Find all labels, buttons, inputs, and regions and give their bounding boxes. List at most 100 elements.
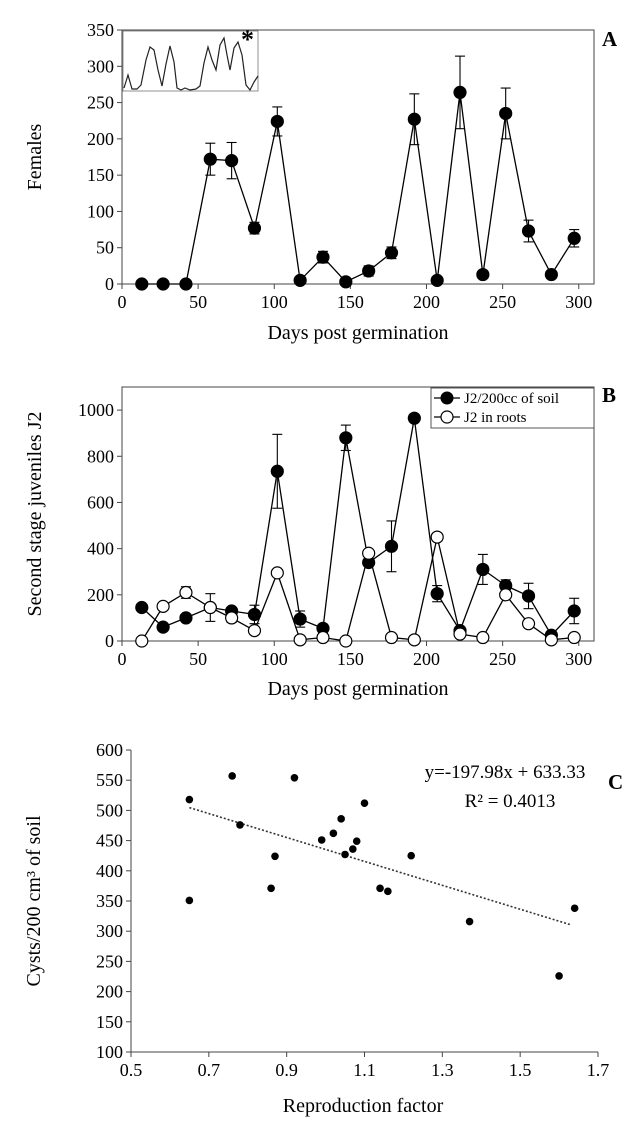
panel-b-series-open-point [430, 530, 444, 544]
panel-c-y-tick-label: 500 [96, 800, 123, 820]
panel-a-x-tick-label: 0 [118, 292, 127, 312]
panel-c-y-tick-label: 300 [96, 921, 123, 941]
panel-b-series-open-point [270, 566, 284, 580]
panel-b-plot-frame [121, 386, 595, 642]
panel-c-point [407, 851, 416, 860]
panel-b: 0 200 400 600 800 1000 0 50 100 150 200 250 300 J2/… [24, 383, 616, 700]
panel-b-series-open-point [225, 611, 239, 625]
panel-c-point [555, 972, 563, 980]
panel-b-series-filled-point [156, 620, 170, 634]
panel-a-y-tick-label: 0 [105, 274, 114, 294]
panel-c-x-tick-label: 0.9 [275, 1060, 298, 1080]
panel-a-series-filled-point [499, 106, 513, 121]
panel-b-x-tick-label: 100 [261, 649, 288, 669]
panel-a-series-filled-point [225, 154, 239, 168]
panel-c-x-tick-label: 1.7 [587, 1060, 610, 1080]
panel-a-plot-frame [121, 29, 595, 285]
panel-c-x-tick-label: 0.5 [120, 1060, 143, 1080]
panel-b-series-filled-point [384, 539, 399, 553]
panel-a-inset-annotation: * [241, 25, 254, 54]
panel-a-series-filled-point [316, 250, 330, 264]
panel-b-series-open-point [247, 624, 262, 638]
panel-a-y-tick-label: 250 [87, 93, 114, 113]
panel-a-x-axis-title: Days post germination [267, 322, 448, 344]
panel-a-y-axis-title: Females [24, 123, 46, 190]
panel-b-series-open-point [362, 546, 376, 560]
panel-b-y-tick-label: 200 [87, 585, 114, 605]
panel-a-series-filled-point [203, 152, 217, 166]
panel-c-point [185, 896, 194, 905]
panel-a: 0 50 100 150 200 250 300 350 0 50 100 150 200 250 300… [24, 20, 618, 344]
panel-b-series-open-point [499, 588, 513, 602]
panel-c-point [349, 845, 357, 853]
panel-c-point [185, 795, 194, 804]
panel-b-series-open-point [203, 600, 217, 615]
panel-b-series-filled-point [179, 611, 193, 625]
panel-c-point [228, 772, 236, 780]
panel-c-point [352, 837, 361, 846]
panel-b-series-open-point [156, 599, 170, 613]
panel-c-point [341, 850, 349, 859]
panel-b-plot-area [135, 411, 581, 648]
panel-b-series-open-point [544, 633, 558, 647]
panel-b-x-tick-label: 150 [337, 649, 364, 669]
panel-c-y-tick-label: 250 [96, 951, 123, 971]
panel-b-series-open-point [293, 633, 307, 647]
panel-c-plot-area [185, 772, 579, 980]
panel-b-series-open-point [521, 617, 536, 631]
panel-b-legend-label-roots: J2 in roots [464, 410, 527, 426]
panel-a-series-filled-point [567, 231, 581, 245]
panel-a-plot-area [135, 55, 581, 291]
panel-a-y-tick-label: 350 [87, 20, 114, 40]
panel-b-series-open-point [476, 630, 490, 645]
panel-c-point [329, 829, 338, 838]
panel-b-series-open-point [453, 627, 467, 641]
panel-a-inset-frame [122, 30, 259, 92]
panel-a-series-filled-point [179, 277, 193, 291]
panel-a-x-tick-label: 150 [337, 292, 364, 312]
panel-a-series-filled-point [476, 267, 490, 282]
panel-b-series-filled-point [521, 589, 536, 603]
panel-b-series-filled-point [270, 464, 284, 478]
panel-a-inset: * [122, 25, 259, 92]
panel-b-series-open-point [567, 630, 581, 645]
panel-b-y-ticks: 0 200 400 600 800 1000 [78, 400, 122, 651]
panel-b-letter: B [602, 383, 616, 407]
panel-c-y-tick-label: 350 [96, 891, 123, 911]
panel-c-point [384, 887, 392, 896]
panel-c-x-tick-label: 1.5 [509, 1060, 532, 1080]
panel-b-x-tick-label: 0 [118, 649, 127, 669]
panel-c-x-tick-label: 1.3 [431, 1060, 454, 1080]
panel-a-x-tick-label: 250 [489, 292, 516, 312]
panel-c-point [271, 852, 279, 861]
panel-b-series-filled-point [339, 431, 353, 445]
panel-c-y-tick-label: 100 [96, 1042, 123, 1062]
panel-b-legend-marker-roots [440, 410, 454, 424]
panel-b-legend: J2/200cc of soil J2 in roots [430, 387, 595, 429]
panel-b-series-open-point [135, 634, 149, 648]
panel-c-point [570, 904, 579, 913]
panel-a-series-filled-point [293, 273, 307, 287]
panel-a-series-filled-point [339, 275, 353, 289]
panel-a-y-tick-label: 300 [87, 56, 114, 76]
panel-b-series-filled-point [135, 600, 149, 615]
panel-c-x-ticks: 0.5 0.7 0.9 1.1 1.3 1.5 1.7 [120, 1052, 610, 1080]
panel-c-y-tick-label: 450 [96, 831, 123, 851]
panel-b-series-open-point [316, 630, 330, 645]
panel-c-point [376, 884, 384, 893]
panel-b-y-tick-label: 600 [87, 492, 114, 512]
panel-b-y-tick-label: 800 [87, 446, 114, 466]
panel-b-series-filled-point [476, 562, 490, 577]
panel-c-x-tick-label: 0.7 [198, 1060, 221, 1080]
panel-a-inset-trace [123, 36, 259, 92]
panel-b-legend-box [430, 387, 595, 429]
panel-b-series-filled-point [293, 612, 307, 626]
panel-a-x-ticks: 0 50 100 150 200 250 300 [118, 284, 592, 312]
panel-b-series-open-point [407, 633, 421, 647]
panel-c-point [337, 815, 345, 823]
panel-a-y-ticks: 0 50 100 150 200 250 300 350 [87, 20, 122, 294]
panel-b-x-ticks: 0 50 100 150 200 250 300 [118, 641, 592, 669]
panel-b-x-tick-label: 200 [413, 649, 440, 669]
panel-c: 100 150 200 250 300 350 400 450 500 550 600 0.5 0.7… [23, 740, 623, 1117]
